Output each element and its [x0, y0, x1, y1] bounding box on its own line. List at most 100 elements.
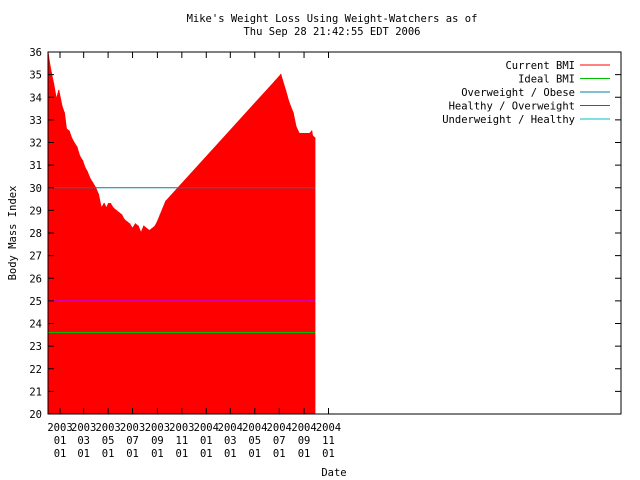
legend-label-overweight-obese: Overweight / Obese [461, 87, 575, 99]
x-tick-label: 07 [273, 435, 286, 447]
legend-label-ideal-bmi: Ideal BMI [518, 74, 575, 86]
bmi-data-point [100, 207, 102, 209]
bmi-area [47, 51, 316, 415]
x-tick-label: 2003 [47, 422, 72, 434]
chart-title-line-2: Thu Sep 28 21:42:55 EDT 2006 [243, 26, 420, 38]
bmi-data-point [76, 146, 78, 148]
bmi-data-point [295, 126, 297, 128]
x-tick-label: 01 [176, 448, 189, 460]
x-tick-label: 03 [224, 435, 237, 447]
x-tick-label: 01 [54, 448, 67, 460]
bmi-data-point [311, 135, 314, 137]
bmi-data-point [107, 203, 110, 205]
bmi-data-point [50, 71, 52, 73]
y-tick-label: 31 [29, 160, 42, 172]
bmi-data-point [274, 80, 276, 82]
y-tick-label: 35 [29, 70, 42, 82]
x-axis-label: Date [321, 467, 346, 479]
bmi-data-point [63, 112, 65, 114]
bmi-data-point [115, 209, 117, 211]
bmi-data-point [81, 160, 84, 162]
bmi-data-point [151, 227, 153, 230]
bmi-data-point [58, 89, 60, 92]
bmi-data-point [311, 130, 313, 132]
x-tick-label: 01 [200, 448, 213, 460]
bmi-data-point [314, 137, 316, 139]
y-tick-label: 22 [29, 364, 42, 376]
x-tick-label: 01 [77, 448, 90, 460]
legend-label-current-bmi: Current BMI [505, 60, 575, 72]
x-tick-label: 2003 [95, 422, 120, 434]
x-tick-label: 01 [126, 448, 139, 460]
bmi-data-point [118, 212, 120, 214]
bmi-data-point [109, 203, 112, 205]
x-tick-label: 01 [248, 448, 261, 460]
legend-label-healthy-overweight: Healthy / Overweight [449, 101, 575, 113]
y-tick-label: 26 [29, 273, 42, 285]
y-tick-label: 27 [29, 251, 42, 263]
bmi-data-point [148, 230, 150, 232]
bmi-data-point [92, 182, 94, 184]
x-tick-label: 01 [151, 448, 164, 460]
x-tick-label: 05 [102, 435, 115, 447]
bmi-data-point [123, 218, 125, 220]
x-tick-label: 01 [322, 448, 335, 460]
bmi-data-point [143, 225, 145, 227]
y-tick-label: 24 [29, 319, 42, 331]
x-tick-label: 05 [248, 435, 261, 447]
x-tick-label: 2003 [120, 422, 145, 434]
x-tick-label: 01 [54, 435, 67, 447]
bmi-data-point [165, 200, 167, 202]
bmi-data-point [288, 101, 290, 103]
y-tick-label: 25 [29, 296, 42, 308]
x-tick-label: 2004 [218, 422, 243, 434]
x-tick-label: 01 [273, 448, 286, 460]
y-tick-label: 36 [29, 47, 42, 59]
x-tick-label: 09 [298, 435, 311, 447]
x-tick-label: 2003 [145, 422, 170, 434]
bmi-data-point [280, 74, 282, 76]
x-tick-label: 11 [322, 435, 335, 447]
x-tick-label: 01 [298, 448, 311, 460]
x-tick-label: 03 [77, 435, 90, 447]
bmi-data-point [97, 193, 100, 196]
bmi-data-point [162, 207, 164, 209]
x-tick-label: 2003 [169, 422, 194, 434]
bmi-data-point [105, 207, 108, 209]
bmi-data-point [305, 132, 307, 135]
x-tick-label: 01 [102, 448, 115, 460]
bmi-data-point [73, 141, 75, 144]
bmi-data-point [298, 132, 300, 135]
bmi-data-point [285, 89, 287, 92]
bmi-data-point [159, 214, 161, 216]
y-tick-label: 29 [29, 205, 42, 217]
x-tick-label: 09 [151, 435, 164, 447]
bmi-data-point [103, 203, 105, 205]
bmi-data-point [134, 223, 136, 225]
x-tick-label: 2004 [267, 422, 292, 434]
legend-label-underweight-healthy: Underweight / Healthy [442, 114, 575, 126]
bmi-data-point [112, 207, 114, 209]
bmi-data-point [301, 132, 303, 135]
bmi-data-point [154, 225, 156, 227]
y-tick-label: 32 [29, 138, 42, 150]
bmi-data-point [89, 178, 91, 180]
x-tick-label: 2004 [316, 422, 341, 434]
bmi-data-point [65, 128, 67, 130]
bmi-data-point [61, 105, 63, 107]
bmi-data-point [309, 132, 311, 135]
y-axis-label: Body Mass Index [7, 186, 19, 281]
x-tick-label: 2004 [291, 422, 316, 434]
y-tick-label: 28 [29, 228, 42, 240]
bmi-data-point [137, 225, 139, 227]
bmi-data-point [156, 221, 158, 223]
bmi-data-point [53, 83, 55, 85]
bmi-data-point [126, 221, 128, 223]
y-tick-label: 30 [29, 183, 42, 195]
bmi-data-point [86, 171, 88, 173]
x-tick-label: 2004 [242, 422, 267, 434]
chart-title-line-1: Mike's Weight Loss Using Weight-Watchers… [187, 13, 478, 25]
y-tick-label: 23 [29, 341, 42, 353]
y-tick-label: 21 [29, 386, 42, 398]
